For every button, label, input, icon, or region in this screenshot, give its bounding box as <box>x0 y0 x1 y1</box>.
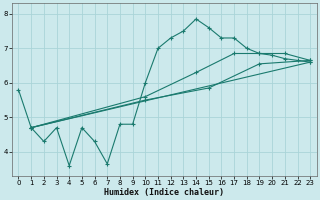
X-axis label: Humidex (Indice chaleur): Humidex (Indice chaleur) <box>104 188 224 197</box>
